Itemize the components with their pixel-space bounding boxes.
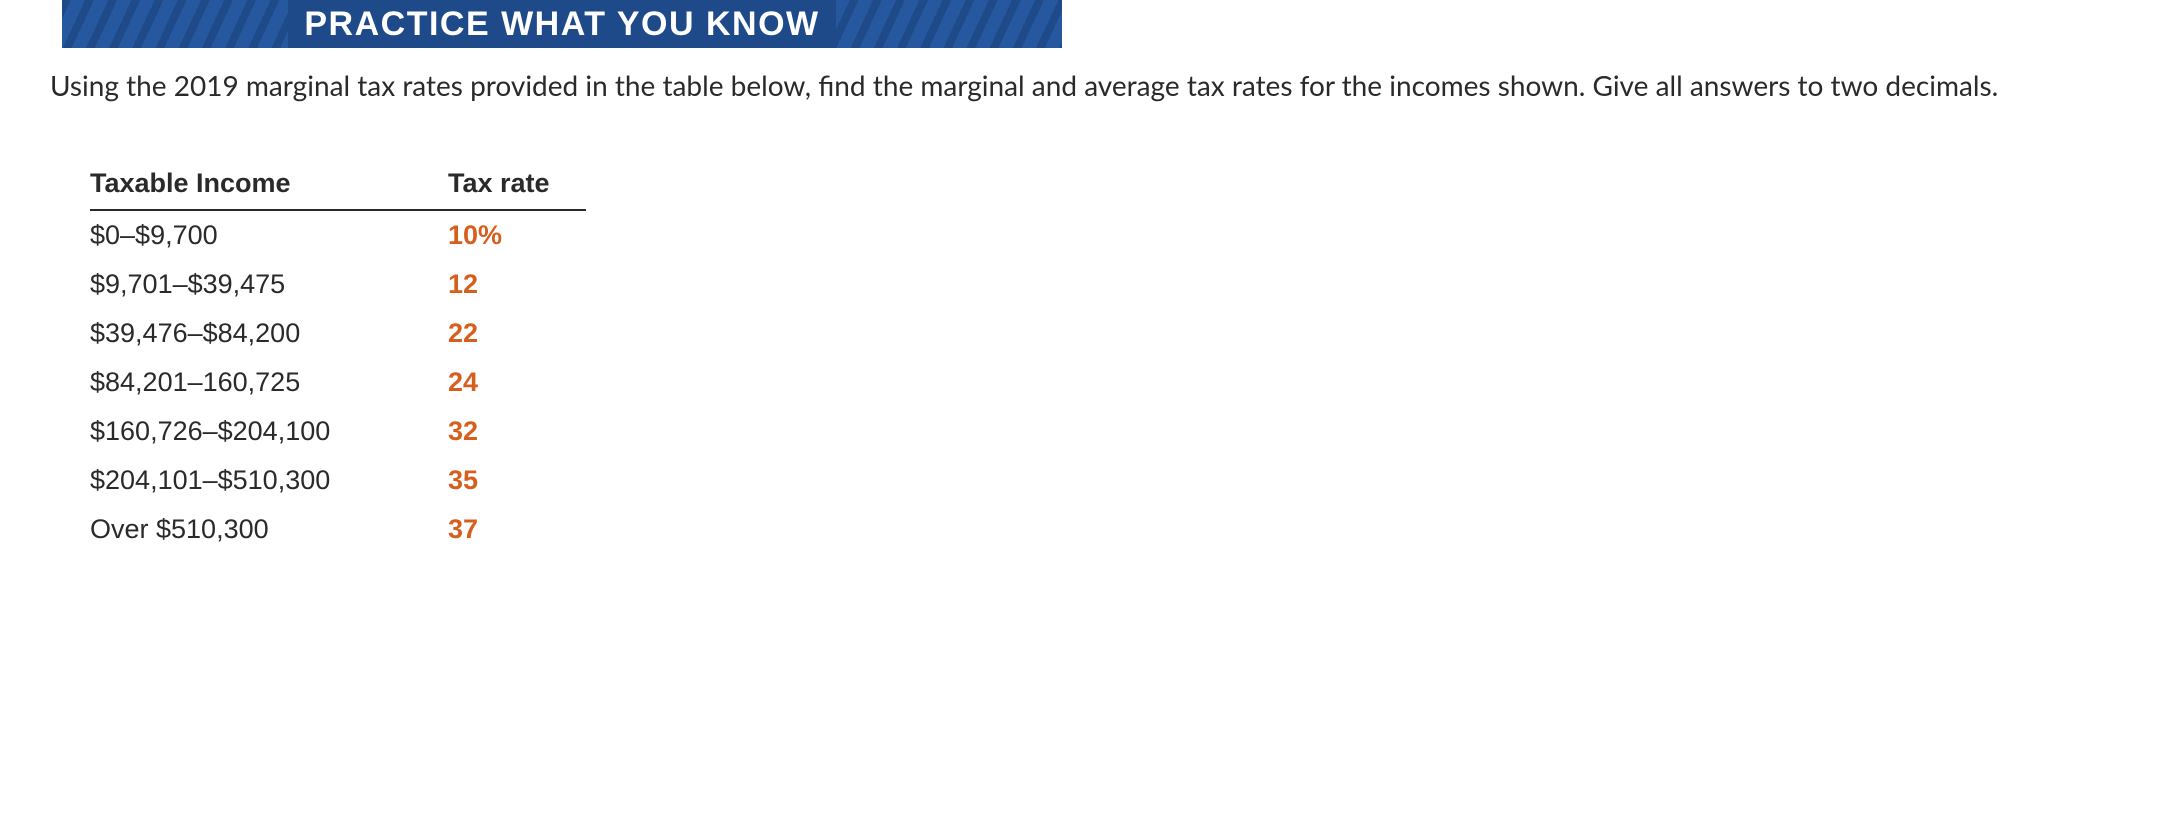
cell-rate: 22 bbox=[408, 309, 586, 358]
instructions-text: Using the 2019 marginal tax rates provid… bbox=[50, 62, 2125, 110]
table-row: $204,101–$510,300 35 bbox=[90, 456, 586, 505]
practice-banner: PRACTICE WHAT YOU KNOW bbox=[62, 0, 1062, 48]
cell-rate: 12 bbox=[408, 260, 586, 309]
cell-rate: 35 bbox=[408, 456, 586, 505]
table-row: $39,476–$84,200 22 bbox=[90, 309, 586, 358]
cell-rate: 10% bbox=[408, 210, 586, 260]
cell-income: Over $510,300 bbox=[90, 505, 408, 554]
cell-rate: 37 bbox=[408, 505, 586, 554]
cell-rate: 24 bbox=[408, 358, 586, 407]
table-row: Over $510,300 37 bbox=[90, 505, 586, 554]
cell-income: $84,201–160,725 bbox=[90, 358, 408, 407]
cell-rate: 32 bbox=[408, 407, 586, 456]
table-row: $160,726–$204,100 32 bbox=[90, 407, 586, 456]
table-row: $0–$9,700 10% bbox=[90, 210, 586, 260]
table-row: $84,201–160,725 24 bbox=[90, 358, 586, 407]
cell-income: $0–$9,700 bbox=[90, 210, 408, 260]
table-row: $9,701–$39,475 12 bbox=[90, 260, 586, 309]
banner-center: PRACTICE WHAT YOU KNOW bbox=[288, 0, 835, 48]
tax-table-wrap: Taxable Income Tax rate $0–$9,700 10% $9… bbox=[90, 160, 2125, 554]
cell-income: $9,701–$39,475 bbox=[90, 260, 408, 309]
table-header-row: Taxable Income Tax rate bbox=[90, 160, 586, 210]
table-header-rate: Tax rate bbox=[408, 160, 586, 210]
banner-title: PRACTICE WHAT YOU KNOW bbox=[304, 5, 819, 44]
cell-income: $160,726–$204,100 bbox=[90, 407, 408, 456]
cell-income: $39,476–$84,200 bbox=[90, 309, 408, 358]
table-header-income: Taxable Income bbox=[90, 160, 408, 210]
cell-income: $204,101–$510,300 bbox=[90, 456, 408, 505]
tax-rate-table: Taxable Income Tax rate $0–$9,700 10% $9… bbox=[90, 160, 586, 554]
